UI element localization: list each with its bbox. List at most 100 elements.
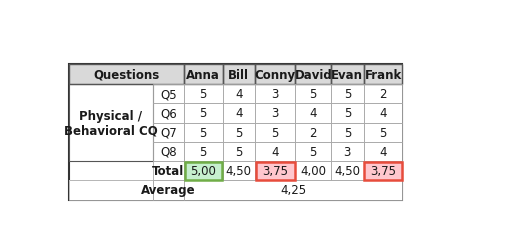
Bar [69,85,153,161]
Bar [222,104,255,123]
Bar [364,123,402,142]
Bar [331,65,364,85]
Bar [331,142,364,161]
Text: 5: 5 [199,88,207,101]
Bar [184,65,222,85]
Bar [153,123,184,142]
Bar [184,181,402,200]
Text: 3: 3 [271,107,279,120]
Bar [331,85,364,104]
Bar [331,85,364,104]
Bar [295,161,331,181]
Text: 4,25: 4,25 [280,184,306,197]
Bar [153,142,184,161]
Text: Q6: Q6 [160,107,177,120]
Bar [255,65,295,85]
Bar [331,161,364,181]
Bar [153,85,184,104]
Bar [255,65,295,85]
Bar [295,161,331,181]
Bar [364,142,402,161]
Text: Evan: Evan [331,68,363,81]
Bar [295,123,331,142]
Bar [364,104,402,123]
Bar [295,142,331,161]
Bar [295,142,331,161]
Bar [222,123,255,142]
Bar [153,181,184,200]
Bar [153,104,184,123]
Text: 5: 5 [199,126,207,139]
Bar [331,142,364,161]
Text: 3,75: 3,75 [262,165,288,177]
Bar [255,142,295,161]
Text: 4: 4 [379,145,387,158]
Bar [222,85,255,104]
Bar [255,161,295,181]
Bar [153,123,184,142]
Text: 5: 5 [310,88,317,101]
Text: 3: 3 [343,145,351,158]
Bar [364,161,402,181]
Bar [184,181,402,200]
Bar [331,123,364,142]
Bar [222,142,255,161]
Text: Q5: Q5 [160,88,176,101]
Text: 5: 5 [199,107,207,120]
Bar [153,142,184,161]
Text: 5: 5 [379,126,387,139]
Text: Questions: Questions [93,68,160,81]
Bar [295,104,331,123]
Text: 5: 5 [343,126,351,139]
Bar [69,65,184,85]
Bar [153,161,184,181]
Bar [153,85,184,104]
Text: Bill: Bill [228,68,250,81]
Bar [364,104,402,123]
Bar [184,161,222,181]
Bar [222,104,255,123]
Text: Total: Total [152,165,184,177]
Bar [184,123,222,142]
Bar [255,142,295,161]
Text: 4: 4 [310,107,317,120]
Bar [184,104,222,123]
Text: 5: 5 [343,107,351,120]
Bar [69,65,184,85]
Bar [295,123,331,142]
Text: 4: 4 [235,107,243,120]
Bar [255,123,295,142]
Text: 2: 2 [379,88,387,101]
Bar [184,123,222,142]
Text: Q7: Q7 [160,126,177,139]
Bar [255,104,295,123]
Bar [295,65,331,85]
Bar [364,65,402,85]
Bar [255,85,295,104]
Bar [364,162,401,180]
Text: 4: 4 [379,107,387,120]
Bar [184,85,222,104]
Text: 5: 5 [235,126,243,139]
Text: Conny: Conny [255,68,296,81]
Bar [184,104,222,123]
Bar [153,161,184,181]
Bar [222,65,255,85]
Text: Physical /
Behavioral CQ: Physical / Behavioral CQ [64,109,158,137]
Bar [295,65,331,85]
Bar [364,123,402,142]
Bar [69,65,402,200]
Bar [331,161,364,181]
Text: Frank: Frank [364,68,401,81]
Bar [255,161,295,181]
Bar [364,65,402,85]
Bar [364,85,402,104]
Bar [185,162,222,180]
Bar [331,65,364,85]
Bar [153,104,184,123]
Bar [184,142,222,161]
Text: Average: Average [141,184,196,197]
Bar [295,85,331,104]
Text: 5,00: 5,00 [190,165,216,177]
Bar [256,162,294,180]
